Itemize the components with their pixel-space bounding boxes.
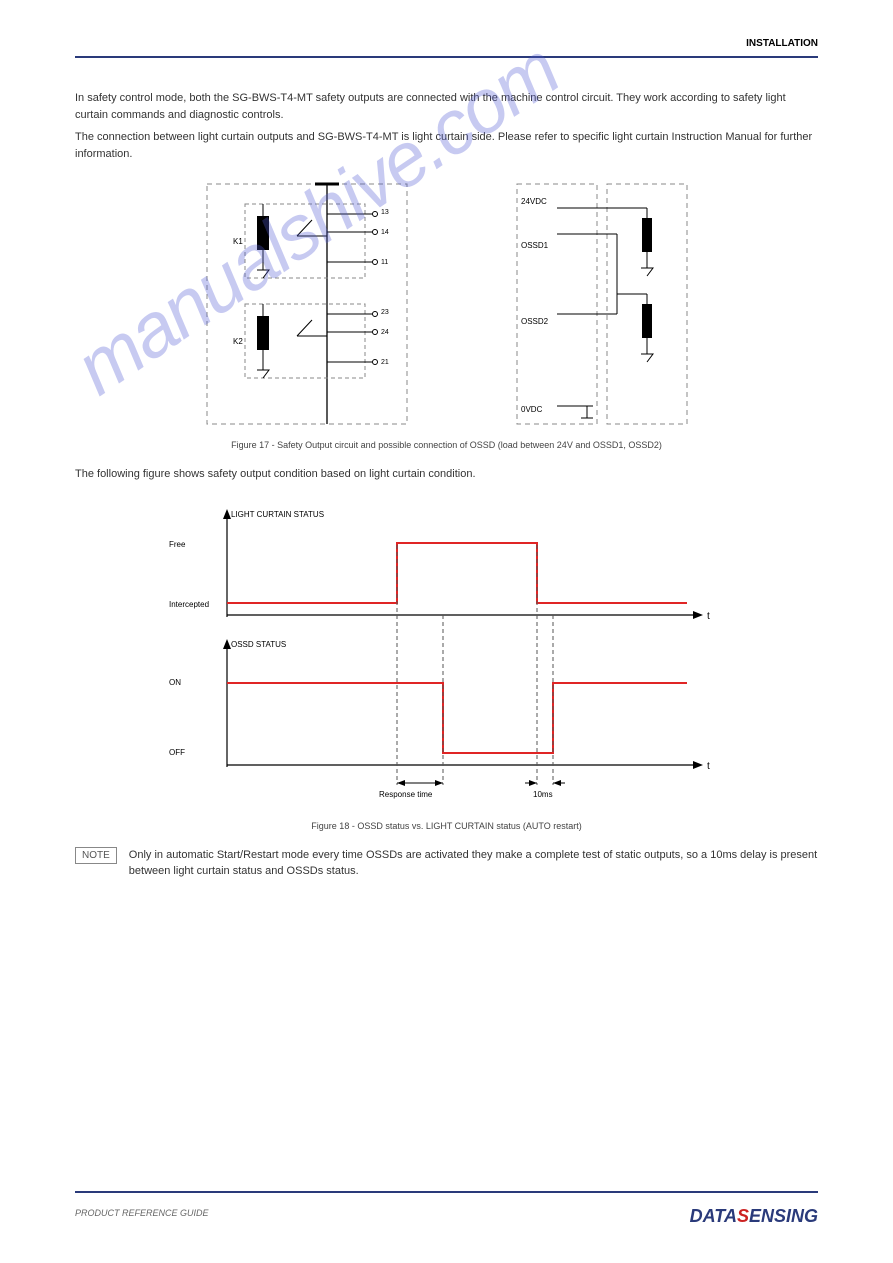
label-ossd1: OSSD1 — [521, 241, 549, 250]
curtain-intercepted-label: Intercepted — [169, 600, 209, 609]
figure18-caption: Figure 18 - OSSD status vs. LIGHT CURTAI… — [75, 821, 818, 831]
note-icon: NOTE — [75, 847, 117, 864]
pin-k1-13: 13 — [381, 209, 389, 216]
footer-rule — [75, 1191, 818, 1193]
pin-k1-14: 14 — [381, 229, 389, 236]
figure17-caption: Figure 17 - Safety Output circuit and po… — [75, 440, 818, 450]
ossd-axis-title: OSSD STATUS — [231, 640, 286, 649]
logo-s: S — [737, 1206, 749, 1226]
note-text: Only in automatic Start/Restart mode eve… — [129, 847, 818, 880]
curtain-free-label: Free — [169, 540, 186, 549]
page-content: In safety control mode, both the SG-BWS-… — [75, 90, 818, 896]
header-rule — [75, 56, 818, 58]
relay-k2-label: K2 — [233, 337, 243, 346]
paragraph-2: The connection between light curtain out… — [75, 129, 818, 162]
label-24vdc: 24VDC — [521, 197, 547, 206]
pin-k2-23: 23 — [381, 309, 389, 316]
pin-k2-24: 24 — [381, 329, 389, 336]
ossd-on-label: ON — [169, 678, 181, 687]
relay-k1-label: K1 — [233, 237, 243, 246]
ossd-off-label: OFF — [169, 748, 185, 757]
label-0vdc: 0VDC — [521, 405, 543, 414]
footer-left-text: PRODUCT REFERENCE GUIDE — [75, 1208, 209, 1218]
footer-logo: DATASENSING — [690, 1206, 818, 1227]
logo-post: ENSING — [749, 1206, 818, 1226]
pin-k1-11: 11 — [381, 259, 388, 266]
timing-diagram: t Free Intercepted t ON OFF Response tim… — [167, 495, 727, 815]
label-ossd2: OSSD2 — [521, 317, 549, 326]
response-time-label: Response time — [379, 790, 433, 799]
note-block: NOTE Only in automatic Start/Restart mod… — [75, 847, 818, 880]
page-header-right: INSTALLATION — [746, 38, 818, 49]
x-axis-label-2: t — [707, 761, 710, 772]
timing-intro: The following figure shows safety output… — [75, 466, 818, 483]
circuit-diagram: 13 14 11 K1 23 24 21 K2 — [197, 174, 697, 434]
paragraph-1: In safety control mode, both the SG-BWS-… — [75, 90, 818, 123]
curtain-axis-title: LIGHT CURTAIN STATUS — [231, 510, 324, 519]
delay-10ms-label: 10ms — [533, 790, 553, 799]
pin-k2-21: 21 — [381, 359, 389, 366]
logo-pre: DATA — [690, 1206, 737, 1226]
x-axis-label-1: t — [707, 611, 710, 622]
